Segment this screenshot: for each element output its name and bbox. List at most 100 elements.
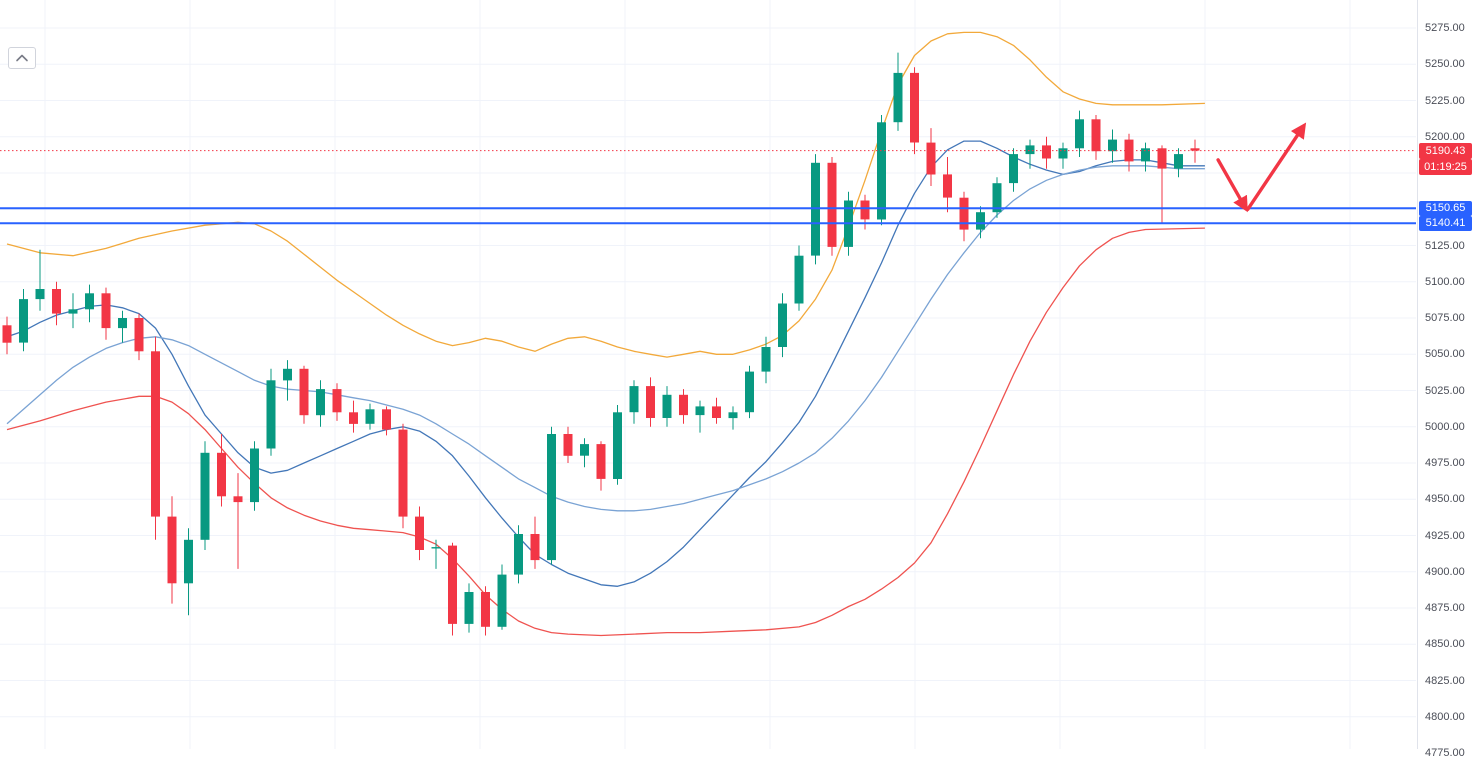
candle-up [118,318,127,329]
current-price-badge: 5190.43 [1419,142,1472,159]
candle-down [1042,145,1051,159]
overlay-lower-band [6,227,1205,637]
price-axis-label: 5050.00 [1425,348,1465,361]
candle-up [200,452,210,540]
candle-up [266,380,276,449]
price-axis-label: 4775.00 [1425,747,1465,759]
candle-down [827,162,837,247]
candle-down [217,452,226,497]
price-axis-label: 5200.00 [1425,130,1465,143]
candle-up [316,389,325,416]
candle-down [481,592,490,627]
candle-down [52,289,61,314]
candle-down [299,368,309,416]
candle-down [2,325,12,343]
candle-down [349,412,358,424]
price-axis-label: 4850.00 [1425,638,1465,651]
candle-down [943,174,952,198]
candle-down [926,142,936,175]
candle-up [1141,148,1150,162]
candle-up [662,394,672,418]
candle-up [1108,139,1117,152]
candle-up [365,409,375,424]
candle-up [580,444,589,456]
candle-up [745,371,754,413]
candle-up [464,592,474,624]
trend-down-arrow[interactable] [1216,158,1248,213]
chevron-up-icon [16,54,28,62]
candle-up [761,347,771,372]
price-axis-label: 5100.00 [1425,275,1465,288]
price-axis-label: 4975.00 [1425,457,1465,469]
price-axis-label: 5075.00 [1425,312,1465,324]
candle-down [332,389,342,413]
price-axis-label: 4825.00 [1425,674,1465,687]
price-axis-label: 4900.00 [1425,565,1465,578]
price-axis-label: 5000.00 [1425,420,1465,433]
candle-down [233,496,243,503]
candle-up [68,309,78,314]
candle-down [101,293,111,329]
candle-down [151,351,160,517]
candle-up [1025,145,1035,155]
candle-down [382,409,391,430]
price-axis[interactable]: 5190.43 01:19:25 5150.65 5140.41 5275.00… [1417,0,1473,759]
bar-countdown-badge: 01:19:25 [1419,158,1472,175]
price-axis-label: 5275.00 [1425,22,1465,34]
candle-up [1174,154,1183,169]
candle-down [596,444,606,479]
level-price-badge: 5150.65 [1419,200,1472,216]
price-axis-label: 4925.00 [1425,529,1465,542]
candle-down [712,406,721,418]
candle-up [778,303,787,347]
candle-up [992,183,1002,213]
candle-up [695,406,705,416]
price-axis-label: 4950.00 [1425,493,1465,506]
candle-up [431,547,441,549]
candle-down [860,200,870,220]
overlay-ma-fast [6,140,1205,587]
candle-down [646,386,655,418]
candle-down [1157,148,1167,169]
overlay-upper-band [6,31,1205,358]
candle-up [184,539,193,584]
price-axis-label: 5025.00 [1425,384,1465,397]
candle-up [497,574,507,627]
candle-up [728,412,738,419]
candle-up [35,289,45,300]
candle-down [448,545,457,624]
candle-up [514,534,523,575]
price-axis-label: 5225.00 [1425,94,1465,107]
candle-down [959,197,969,230]
candle-up [547,434,556,561]
price-axis-label: 5250.00 [1425,58,1465,71]
candle-down [134,318,144,352]
candle-up [877,122,886,220]
candle-down [1190,148,1200,151]
price-axis-label: 5125.00 [1425,239,1465,252]
candle-down [563,434,573,456]
candle-up [613,412,622,479]
overlay-ma-slow [6,165,1205,512]
candle-down [910,72,919,143]
candle-up [893,72,903,123]
candle-down [167,516,177,584]
price-axis-label: 4800.00 [1425,710,1465,723]
level-price-badge: 5140.41 [1419,215,1472,231]
collapse-toolbar-button[interactable] [8,47,36,69]
candle-up [283,368,292,381]
trend-up-arrow[interactable] [1246,122,1307,212]
candle-down [415,516,424,550]
candle-up [1009,154,1018,184]
candle-up [629,386,639,413]
candle-up [85,293,94,310]
candle-up [19,299,28,343]
candle-down [398,429,408,517]
candle-up [250,448,259,503]
candle-down [530,534,540,561]
price-axis-label: 4875.00 [1425,602,1465,614]
candle-up [976,212,985,230]
candle-up [1058,148,1068,159]
